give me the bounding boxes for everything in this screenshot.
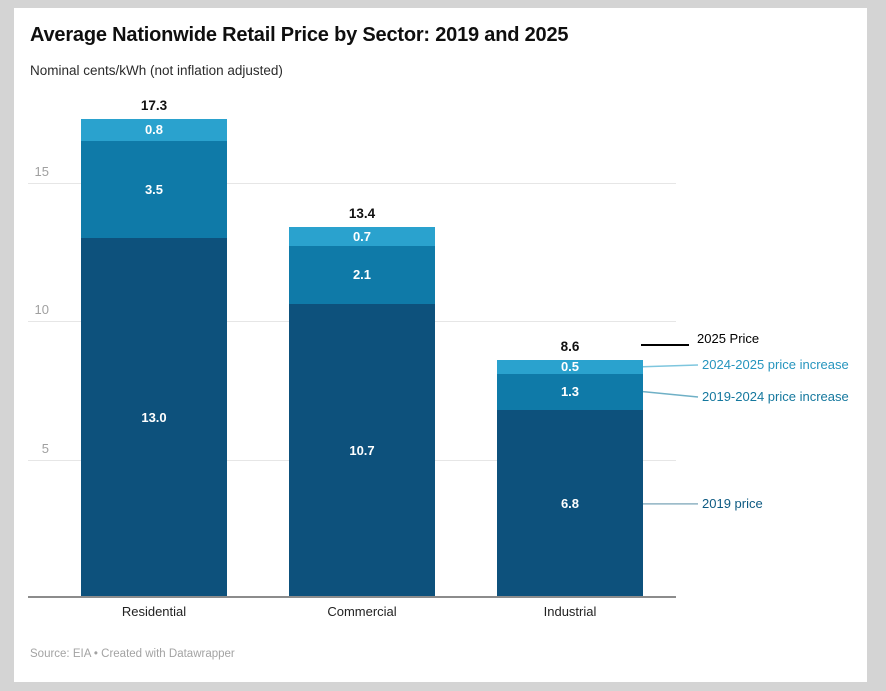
total-value-label-residential: 17.3: [140, 97, 168, 113]
segment-value-label: 2.1: [352, 267, 372, 283]
segment-residential-2019-price[interactable]: 13.0: [81, 237, 227, 598]
segment-value-label: 13.0: [141, 410, 167, 426]
y-axis-tick-10: 10: [34, 302, 49, 317]
legend-label-2019-2024-increase: 2019-2024 price increase: [702, 389, 849, 404]
segment-value-label: 0.7: [352, 228, 372, 244]
segment-industrial-2019-2024-price-increase[interactable]: 1.3: [497, 373, 643, 410]
segment-value-label: 0.5: [560, 359, 580, 375]
legend-label-2019-price: 2019 price: [702, 496, 763, 511]
bar-commercial[interactable]: 0.7 2.1 10.7: [289, 226, 435, 598]
x-axis-label-industrial: Industrial: [543, 604, 597, 619]
source-attribution: Source: EIA • Created with Datawrapper: [30, 648, 235, 660]
segment-value-label: 3.5: [144, 181, 164, 197]
segment-commercial-2019-2024-price-increase[interactable]: 2.1: [289, 246, 435, 304]
total-value-label-commercial: 13.4: [348, 205, 376, 221]
segment-industrial-2024-2025-price-increase[interactable]: 0.5: [497, 359, 643, 375]
y-gridline-15: [28, 182, 676, 184]
legend-label-2025-price: 2025 Price: [697, 331, 760, 346]
segment-residential-2024-2025-price-increase[interactable]: 0.8: [81, 118, 227, 141]
legend-2025-price-line: [641, 344, 689, 346]
segment-commercial-2019-price[interactable]: 10.7: [289, 303, 435, 598]
x-axis-label-residential: Residential: [121, 604, 187, 619]
chart-card: Average Nationwide Retail Price by Secto…: [14, 8, 867, 682]
total-value-label-industrial: 8.6: [560, 338, 580, 354]
chart-subtitle: Nominal cents/kWh (not inflation adjuste…: [30, 63, 283, 78]
segment-industrial-2019-price[interactable]: 6.8: [497, 409, 643, 598]
segment-value-label: 6.8: [560, 496, 580, 512]
segment-commercial-2024-2025-price-increase[interactable]: 0.7: [289, 226, 435, 247]
x-axis-line: [28, 596, 676, 598]
legend-label-2024-2025-increase: 2024-2025 price increase: [702, 357, 849, 372]
segment-value-label: 1.3: [560, 384, 580, 400]
bar-industrial[interactable]: 0.5 1.3 6.8: [497, 359, 643, 598]
x-axis-label-commercial: Commercial: [327, 604, 397, 619]
segment-value-label: 10.7: [349, 443, 375, 459]
y-axis-tick-15: 15: [34, 163, 49, 179]
y-axis-tick-5: 5: [41, 440, 49, 456]
segment-residential-2019-2024-price-increase[interactable]: 3.5: [81, 140, 227, 238]
chart-title: Average Nationwide Retail Price by Secto…: [30, 24, 569, 46]
bar-residential[interactable]: 0.8 3.5 13.0: [81, 118, 227, 598]
stacked-bar-chart: 5 10 15 0.8 3.5 13.0 17.3 Residential 0.7 2.1 10.7…: [14, 8, 867, 682]
segment-value-label: 0.8: [144, 122, 164, 138]
